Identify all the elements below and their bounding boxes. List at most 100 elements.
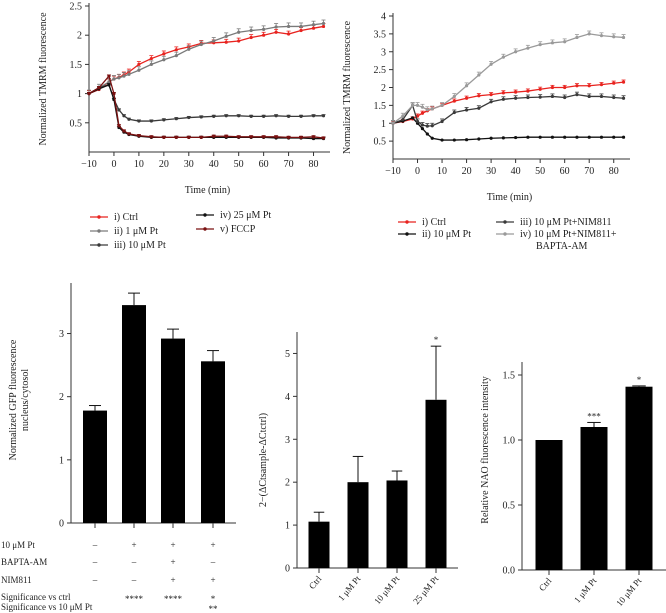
data-point [411, 116, 415, 120]
x-tick-label: 50 [234, 159, 244, 170]
y-tick-label: 5 [285, 349, 290, 360]
data-point [224, 34, 228, 38]
condition-row-1: BAPTA-AM – – + – [1, 557, 216, 567]
data-point [127, 132, 131, 136]
x-tick-label: 40 [511, 166, 521, 177]
data-point [112, 77, 116, 81]
y-tick-label: 1 [59, 455, 64, 466]
data-point [137, 119, 141, 123]
data-point [550, 41, 555, 45]
legend-label-continued: BAPTA-AM [536, 241, 588, 252]
data-point [464, 138, 469, 142]
y-tick-label: 3.5 [374, 29, 387, 40]
data-point [477, 106, 481, 110]
x-tick-label: 80 [609, 166, 619, 177]
data-point [430, 107, 434, 111]
data-point [563, 95, 567, 100]
data-point [286, 32, 291, 36]
y-tick-label: 2.5 [70, 2, 83, 13]
data-point [311, 114, 316, 118]
data-point [321, 136, 326, 140]
y-tick-label: 0 [59, 519, 64, 530]
x-tick-label: 0 [415, 166, 420, 177]
data-point [122, 129, 126, 133]
data-point [526, 95, 530, 100]
data-point [501, 91, 505, 95]
data-point [477, 73, 481, 77]
condition-cell: + [170, 575, 175, 585]
y-tick-label: 1.5 [70, 60, 83, 71]
legend-label: ii) 1 μM Pt [114, 226, 158, 237]
series-4 [87, 74, 326, 140]
data-point [550, 85, 555, 90]
x-tick-label: 10 [134, 159, 144, 170]
data-point [425, 132, 429, 136]
legend-item-0: i) Ctrl [398, 217, 446, 228]
line-chart-1: 0.5 1 1.5 2 2.5 3 3.5 4 −10 0 10 20 30 40 50 60 70 80 Time… [342, 12, 630, 252]
data-point [117, 124, 121, 128]
data-point [122, 74, 126, 78]
legend-item-0: i) Ctrl [90, 212, 138, 223]
y-tick-label: 0.0 [503, 566, 516, 577]
data-point [391, 121, 395, 125]
y-tick-label: 0.5 [374, 137, 387, 148]
data-point [526, 46, 530, 50]
data-point [452, 138, 456, 142]
bar-chart-2: 0 1 2 3 Normalized GFP fluorescence nucleus/c… [1, 283, 236, 613]
y-tick-label: 2 [59, 392, 64, 403]
condition-label: Significance vs ctrl [1, 592, 71, 602]
significance-label: * [637, 375, 642, 385]
y-tick-label: 0.5 [70, 118, 83, 129]
condition-cell: **** [125, 594, 144, 604]
condition-cell: – [210, 557, 216, 567]
data-point [249, 35, 253, 40]
bar [425, 399, 447, 568]
data-point [311, 23, 316, 27]
data-point [149, 135, 153, 139]
bar [535, 440, 563, 570]
data-point [420, 111, 425, 115]
condition-label: Significance vs 10 μM Pt [1, 602, 93, 612]
data-point [187, 47, 191, 51]
data-point [117, 76, 121, 80]
legend-marker [97, 243, 101, 247]
bar [625, 386, 653, 570]
series-line [88, 25, 324, 95]
series-2 [391, 91, 626, 128]
x-tick-label: 10 μM Pt [614, 575, 644, 608]
y-axis-title: Relative NAO fluorescence intensity [480, 376, 491, 523]
legend-item-4: v) FCCP [196, 224, 256, 235]
data-point [550, 94, 555, 99]
data-point [199, 42, 203, 47]
y-tick-label: 1 [285, 521, 290, 532]
x-tick-label: 80 [309, 159, 319, 170]
data-point [162, 52, 166, 56]
bar [161, 338, 185, 523]
data-point [311, 135, 316, 139]
data-point [401, 118, 405, 122]
condition-cell: + [131, 540, 136, 550]
data-point [224, 134, 228, 138]
data-point [415, 119, 420, 124]
condition-row-4: Significance vs 10 μM Pt ** [1, 602, 218, 613]
x-tick-label: −10 [385, 166, 401, 177]
data-point [149, 119, 153, 123]
bar-chart-4: 0.0 0.5 1.0 1.5 Ctrl *** 1 μM Pt * 10 μM Pt Relat… [480, 362, 666, 608]
data-point [274, 30, 278, 34]
data-point [299, 135, 303, 139]
data-point [249, 28, 253, 33]
data-point [199, 135, 203, 139]
data-point [149, 56, 153, 61]
x-tick-label: 1 μM Pt [572, 575, 599, 604]
data-point [612, 135, 616, 139]
data-point [262, 114, 266, 118]
y-tick-label: 2 [285, 478, 290, 489]
y-axis-title: nucleus/cytosol [20, 369, 31, 431]
bar [580, 427, 608, 570]
data-point [117, 108, 121, 112]
data-point [187, 115, 191, 120]
data-point [501, 55, 505, 59]
condition-cell: – [92, 557, 98, 567]
data-point [612, 35, 616, 39]
legend-marker [97, 215, 101, 219]
